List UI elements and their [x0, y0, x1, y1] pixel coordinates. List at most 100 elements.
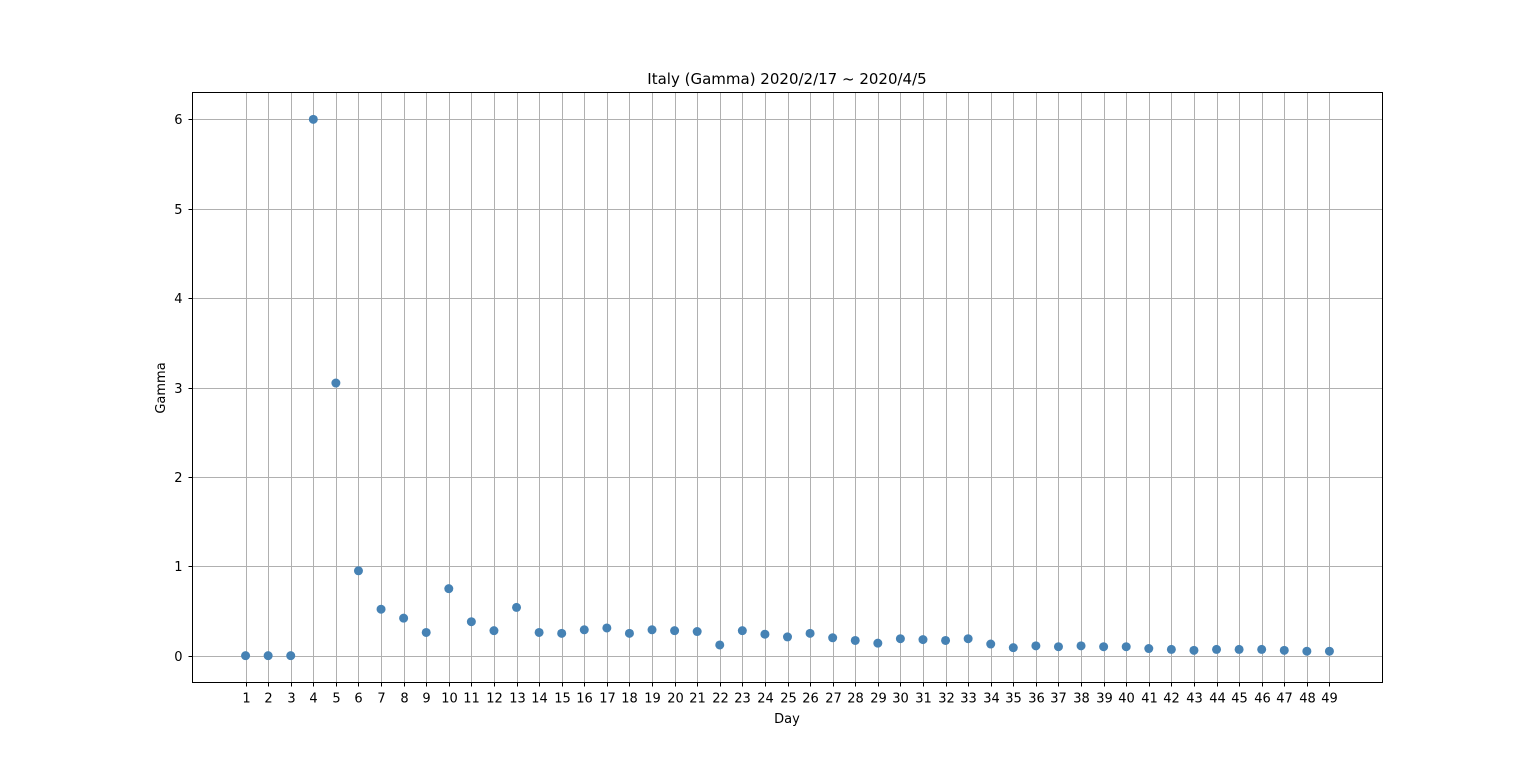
- data-point: [421, 627, 431, 637]
- y-tick-label: 3: [174, 382, 182, 397]
- data-point: [1121, 642, 1131, 652]
- data-point: [1053, 642, 1063, 652]
- x-tick-label: 42: [1163, 692, 1180, 707]
- x-tick-label: 24: [757, 692, 774, 707]
- x-tick-label: 39: [1096, 692, 1113, 707]
- data-point: [353, 566, 363, 576]
- chart-title: Italy (Gamma) 2020/2/17 ~ 2020/4/5: [647, 70, 926, 88]
- x-tick-label: 21: [689, 692, 706, 707]
- data-point: [918, 635, 928, 645]
- x-tick-label: 26: [802, 692, 819, 707]
- x-tick-label: 6: [354, 692, 362, 707]
- y-tick-label: 4: [174, 292, 182, 307]
- x-tick-label: 5: [332, 692, 340, 707]
- data-point: [308, 114, 318, 124]
- data-point: [873, 638, 883, 648]
- x-axis-ticks: 1 2 3 4 5 6 7 8 9 10 11 12 13 14 15 16 17 18 19 20 21 22 23 24 2…: [242, 682, 1338, 707]
- x-tick-label: 7: [377, 692, 385, 707]
- data-point: [783, 632, 792, 642]
- data-point: [805, 628, 815, 638]
- data-point: [986, 639, 996, 649]
- x-tick-label: 36: [1028, 692, 1045, 707]
- plot-frame: [192, 92, 1383, 683]
- data-point: [692, 627, 702, 637]
- x-tick-label: 48: [1299, 692, 1316, 707]
- y-tick-label: 5: [174, 203, 182, 218]
- x-tick-label: 13: [509, 692, 526, 707]
- x-tick-label: 45: [1231, 692, 1248, 707]
- x-tick-label: 3: [287, 692, 295, 707]
- x-tick-label: 12: [486, 692, 503, 707]
- data-point: [1234, 644, 1244, 654]
- x-tick-label: 25: [780, 692, 797, 707]
- x-tick-label: 28: [847, 692, 864, 707]
- data-point: [963, 634, 973, 644]
- data-point: [399, 613, 409, 623]
- data-point: [241, 651, 251, 661]
- x-tick-label: 49: [1321, 692, 1338, 707]
- data-point: [1031, 641, 1041, 651]
- data-point: [1189, 645, 1199, 655]
- x-tick-label: 14: [531, 692, 548, 707]
- data-points: [241, 114, 1334, 661]
- data-point: [624, 628, 634, 638]
- data-point: [941, 635, 951, 645]
- y-tick-label: 6: [174, 113, 182, 128]
- y-axis-label: Gamma: [154, 362, 169, 413]
- x-axis-label: Day: [774, 712, 800, 727]
- data-point: [1076, 641, 1086, 651]
- x-tick-label: 33: [960, 692, 977, 707]
- x-tick-label: 20: [667, 692, 684, 707]
- data-point: [1324, 646, 1334, 656]
- x-tick-label: 17: [599, 692, 616, 707]
- data-point: [512, 602, 522, 612]
- data-point: [1257, 644, 1267, 654]
- data-point: [1302, 646, 1312, 656]
- x-tick-label: 30: [892, 692, 909, 707]
- data-point: [850, 635, 860, 645]
- x-tick-label: 18: [621, 692, 638, 707]
- x-tick-label: 37: [1050, 692, 1067, 707]
- x-tick-label: 19: [644, 692, 661, 707]
- x-tick-label: 2: [264, 692, 272, 707]
- x-tick-label: 40: [1118, 692, 1135, 707]
- data-point: [534, 627, 544, 637]
- x-tick-label: 9: [422, 692, 430, 707]
- data-point: [828, 633, 838, 643]
- data-point: [489, 626, 499, 636]
- data-point: [444, 584, 454, 594]
- data-point: [1099, 642, 1109, 652]
- data-point: [579, 625, 589, 635]
- data-point: [715, 640, 725, 650]
- x-tick-label: 38: [1073, 692, 1090, 707]
- data-point: [737, 626, 747, 636]
- x-tick-label: 35: [1005, 692, 1022, 707]
- x-tick-label: 29: [870, 692, 887, 707]
- x-tick-label: 34: [983, 692, 1000, 707]
- data-point: [1008, 643, 1018, 653]
- x-tick-label: 46: [1254, 692, 1271, 707]
- x-tick-label: 41: [1141, 692, 1158, 707]
- x-tick-label: 32: [938, 692, 955, 707]
- x-tick-label: 27: [825, 692, 842, 707]
- data-point: [895, 634, 905, 644]
- data-point: [263, 651, 273, 661]
- x-tick-label: 8: [400, 692, 408, 707]
- y-tick-label: 2: [174, 471, 182, 486]
- x-tick-label: 47: [1276, 692, 1293, 707]
- x-tick-label: 10: [441, 692, 458, 707]
- data-point: [466, 617, 476, 627]
- y-tick-label: 0: [174, 650, 182, 665]
- x-tick-label: 44: [1209, 692, 1226, 707]
- grid: [192, 92, 1383, 683]
- y-tick-label: 1: [174, 560, 182, 575]
- x-tick-label: 1: [242, 692, 250, 707]
- data-point: [670, 626, 680, 636]
- data-point: [286, 651, 296, 661]
- x-tick-label: 15: [554, 692, 571, 707]
- data-point: [1166, 644, 1176, 654]
- x-tick-label: 22: [712, 692, 729, 707]
- data-point: [331, 378, 341, 388]
- data-point: [376, 604, 386, 614]
